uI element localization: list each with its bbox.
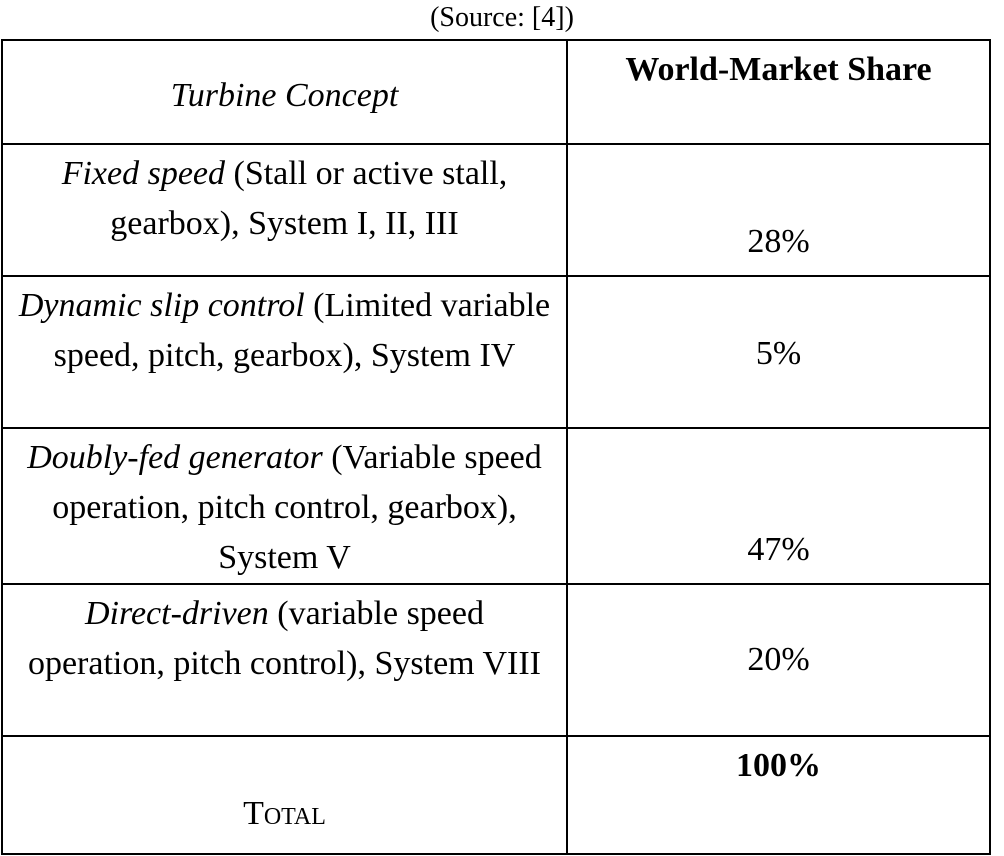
concept-name: Fixed speed [61, 155, 225, 192]
concept-description: (Stall or active stall, gearbox), System… [110, 155, 508, 242]
table-row: Doubly-fed generator (Variable speed ope… [1, 427, 991, 585]
table-row: Direct-driven (variable speed operation,… [1, 583, 991, 737]
concept-cell: Fixed speed (Stall or active stall, gear… [1, 143, 568, 277]
header-world-market-share: World-Market Share [566, 39, 991, 145]
table-row: Fixed speed (Stall or active stall, gear… [1, 143, 991, 277]
total-value: 100% [566, 735, 991, 855]
table-row: Dynamic slip control (Limited variable s… [1, 275, 991, 429]
concept-cell: Direct-driven (variable speed operation,… [1, 583, 568, 737]
share-cell: 28% [566, 143, 991, 277]
concept-description: (variable speed operation, pitch control… [27, 595, 542, 682]
concept-cell: Doubly-fed generator (Variable speed ope… [1, 427, 568, 585]
concept-name: Direct-driven [84, 595, 269, 632]
source-caption: (Source: [4]) [430, 2, 574, 33]
market-share-table: Turbine Concept World-Market Share Fixed… [1, 39, 991, 855]
share-cell: 5% [566, 275, 991, 429]
header-turbine-concept: Turbine Concept [1, 39, 568, 145]
concept-description: (Limited variable speed, pitch, gearbox)… [53, 287, 551, 374]
concept-name: Dynamic slip control [18, 287, 305, 324]
share-cell: 47% [566, 427, 991, 585]
total-label: Total [1, 735, 568, 855]
table-total-row: Total 100% [1, 735, 991, 855]
concept-description: (Variable speed operation, pitch control… [52, 439, 542, 576]
concept-cell: Dynamic slip control (Limited variable s… [1, 275, 568, 429]
share-cell: 20% [566, 583, 991, 737]
table-header-row: Turbine Concept World-Market Share [1, 39, 991, 145]
concept-name: Doubly-fed generator [27, 439, 323, 476]
